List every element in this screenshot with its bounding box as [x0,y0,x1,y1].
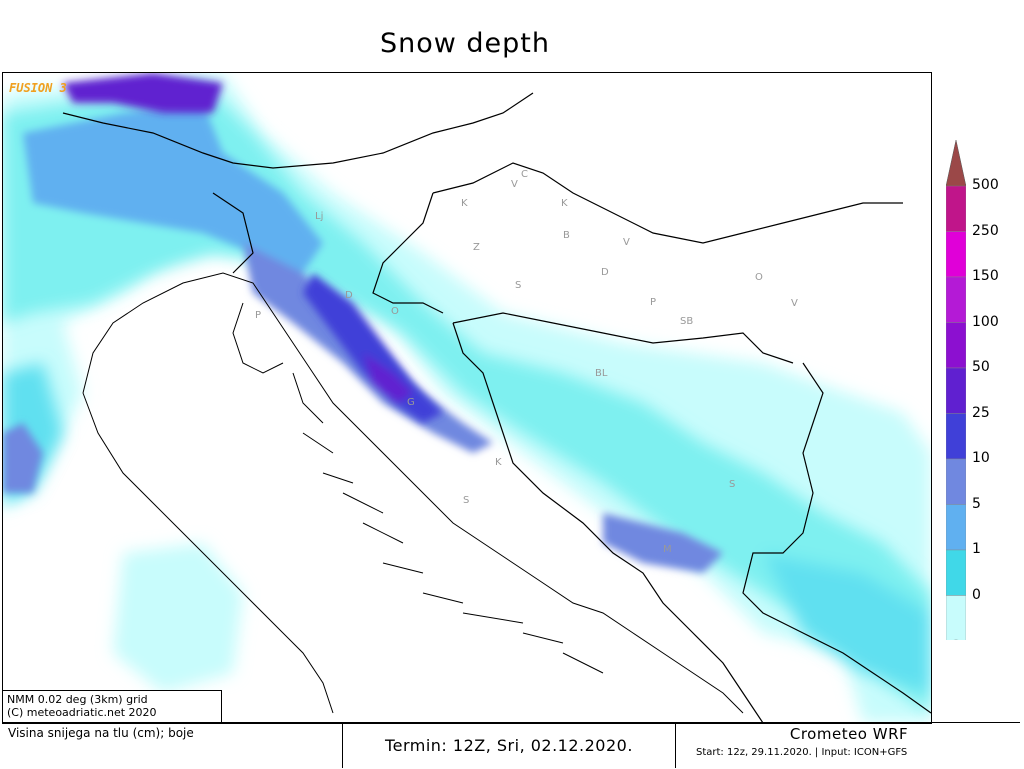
footer-start: Start: 12z, 29.11.2020. | Input: ICON+GF… [696,747,908,758]
legend-swatch [946,322,966,369]
borders [62,92,931,723]
legend-label: 25 [972,404,990,421]
place-label: V [791,298,798,309]
legend-swatch [946,140,966,187]
legend-label: 250 [972,222,999,239]
legend-swatch [946,231,966,278]
copyright: (C) meteoadriatic.net 2020 [7,706,157,719]
legend-label: 5 [972,495,981,512]
place-label: P [650,297,656,308]
place-label: B [563,230,570,241]
place-labels: Lj Z K K V C B V S D P SB O V P O BL K S… [255,169,798,555]
place-label: G [407,397,415,408]
snow-depth-map: Lj Z K K V C B V S D P SB O V P O BL K S… [2,72,932,724]
place-label: M [663,544,672,555]
snow-field-deep [63,73,443,423]
legend-label: 100 [972,313,999,330]
place-label: S [463,495,469,506]
legend-swatch [946,595,966,640]
footer-termin: Termin: 12Z, Sri, 02.12.2020. [342,723,676,768]
fusion-brand: FUSION 3 [9,81,67,95]
place-label: D [345,290,353,301]
place-label: O [755,272,763,283]
place-label: BL [595,368,608,379]
footer-model: Crometeo WRF [789,725,909,743]
legend-swatch [946,549,966,596]
place-label: Lj [315,211,323,222]
place-label: K [495,457,502,468]
place-label: K [461,198,468,209]
color-legend: 500 250 150 100 50 25 10 5 1 0 [946,140,1024,640]
place-label: S [729,479,735,490]
footer-bar: Visina snijega na tlu (cm); boje Termin:… [2,722,1020,769]
place-label: S [515,280,521,291]
legend-label: 0 [972,586,981,603]
legend-swatch [946,413,966,460]
legend-colorbar [946,140,966,640]
legend-label: 10 [972,450,990,466]
legend-swatch [946,276,966,323]
place-label: D [601,267,609,278]
legend-swatch [946,504,966,551]
place-label: Z [473,242,480,253]
place-label: SB [680,316,693,327]
legend-swatch [946,367,966,414]
place-label: V [511,179,518,190]
place-label: P [255,310,261,321]
legend-swatch [946,458,966,505]
legend-label: 50 [972,359,990,375]
place-label: V [623,237,630,248]
place-label: O [391,306,399,317]
legend-label: 1 [972,541,981,557]
legend-label: 150 [972,268,999,284]
footer-description: Visina snijega na tlu (cm); boje [8,726,194,740]
place-label: K [561,198,568,209]
legend-label: 500 [972,177,999,193]
coastline [82,272,744,714]
place-label: C [521,169,528,180]
map-canvas: Lj Z K K V C B V S D P SB O V P O BL K S… [3,73,931,723]
chart-title: Snow depth [379,28,551,59]
legend-swatch [946,185,966,232]
grid-info: NMM 0.02 deg (3km) grid [7,693,148,706]
grid-credit-box: NMM 0.02 deg (3km) grid (C) meteoadriati… [2,690,222,723]
